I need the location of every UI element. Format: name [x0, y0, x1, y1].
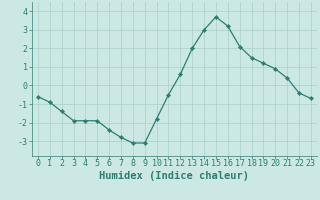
X-axis label: Humidex (Indice chaleur): Humidex (Indice chaleur): [100, 171, 249, 181]
